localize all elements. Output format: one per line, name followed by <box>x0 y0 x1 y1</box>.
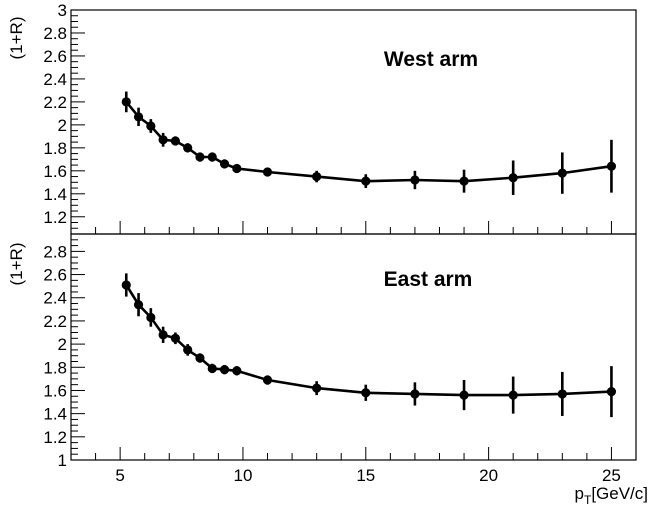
data-point <box>606 387 617 397</box>
y-tick-label: 1.4 <box>43 185 67 204</box>
data-point <box>459 390 469 400</box>
data-point <box>183 345 193 355</box>
data-point <box>232 366 242 376</box>
top-series-line <box>125 101 612 183</box>
top-plot-frame <box>70 9 637 235</box>
data-point <box>232 163 242 174</box>
data-point <box>170 333 181 343</box>
x-axis-title-units: [GeV/c] <box>591 484 648 503</box>
x-axis: 5 10 15 20 25 <box>70 447 637 485</box>
data-point <box>183 143 193 153</box>
y-tick-label: 2.6 <box>43 47 67 66</box>
data-point <box>459 176 469 186</box>
data-point <box>121 97 131 107</box>
data-point <box>146 121 156 131</box>
data-point <box>606 161 617 171</box>
data-point <box>410 389 420 399</box>
x-axis-title-main: p <box>575 484 584 503</box>
data-point <box>557 168 567 178</box>
y-tick-label: 2.8 <box>43 24 67 43</box>
y-tick-label: 1.6 <box>43 381 67 400</box>
x-tick-label: 20 <box>479 466 498 485</box>
data-point <box>262 167 273 177</box>
y-tick-label: 2.4 <box>43 289 67 308</box>
y-tick-label: 2.8 <box>43 242 67 261</box>
data-point <box>207 152 217 162</box>
data-point <box>207 363 217 374</box>
data-point <box>158 330 168 340</box>
data-point <box>170 136 181 146</box>
y-tick-label: 1.6 <box>43 162 67 181</box>
data-point <box>219 159 230 169</box>
bottom-series-line <box>125 284 612 397</box>
y-tick-label: 1.8 <box>43 139 67 158</box>
bottom-y-axis: 1 1.2 1.4 1.6 1.8 2 2.2 2.4 2.6 2.8 <box>43 233 85 470</box>
data-point <box>312 383 322 393</box>
data-point <box>133 112 144 122</box>
y-tick-label: 1.8 <box>43 358 67 377</box>
bottom-data-points <box>121 280 617 400</box>
y-tick-label: 2.2 <box>43 93 67 112</box>
data-point <box>195 152 205 162</box>
data-point <box>361 388 371 398</box>
data-point <box>121 280 131 290</box>
y-tick-label: 2 <box>58 335 67 354</box>
y-tick-label: 1.2 <box>43 208 67 227</box>
data-point <box>361 176 371 186</box>
data-point <box>133 300 144 310</box>
top-panel-west-arm: 1.2 1.4 1.6 1.8 2 2.2 2.4 2.6 2.8 3 West arm (1+R… <box>7 1 637 235</box>
x-tick-label: 25 <box>602 466 621 485</box>
y-tick-label: 1.4 <box>43 405 67 424</box>
data-point <box>262 375 273 385</box>
east-arm-label: East arm <box>384 268 473 291</box>
top-y-axis: 1.2 1.4 1.6 1.8 2 2.2 2.4 2.6 2.8 3 <box>43 1 637 235</box>
x-tick-label: 10 <box>233 466 252 485</box>
data-point <box>219 365 230 375</box>
x-tick-label: 15 <box>356 466 375 485</box>
data-point <box>195 353 205 363</box>
y-tick-label: 2.6 <box>43 266 67 285</box>
y-tick-label: 3 <box>58 1 67 20</box>
y-tick-label: 2 <box>58 116 67 135</box>
data-point <box>158 135 168 145</box>
bottom-plot-frame <box>70 233 637 461</box>
x-axis-title: pT[GeV/c] <box>575 484 649 507</box>
x-axis-title-subscript: T <box>584 493 592 507</box>
data-point <box>508 390 518 400</box>
west-arm-label: West arm <box>384 48 478 71</box>
bottom-panel-east-arm: 1 1.2 1.4 1.6 1.8 2 2.2 2.4 2.6 2.8 5 10 15 20 25 Eas… <box>7 233 649 507</box>
data-point <box>557 389 567 399</box>
data-point <box>312 171 322 182</box>
y-tick-label: 1.2 <box>43 428 67 447</box>
y-tick-label: 2.2 <box>43 312 67 331</box>
data-point <box>410 175 420 185</box>
y-tick-label: 2.4 <box>43 70 67 89</box>
top-data-points <box>121 97 617 186</box>
x-tick-label: 5 <box>115 466 124 485</box>
bottom-y-axis-title: (1+R) <box>7 243 26 286</box>
top-y-axis-title: (1+R) <box>7 17 26 60</box>
data-point <box>146 312 156 323</box>
data-point <box>508 173 518 183</box>
y-tick-label: 1 <box>58 451 67 470</box>
